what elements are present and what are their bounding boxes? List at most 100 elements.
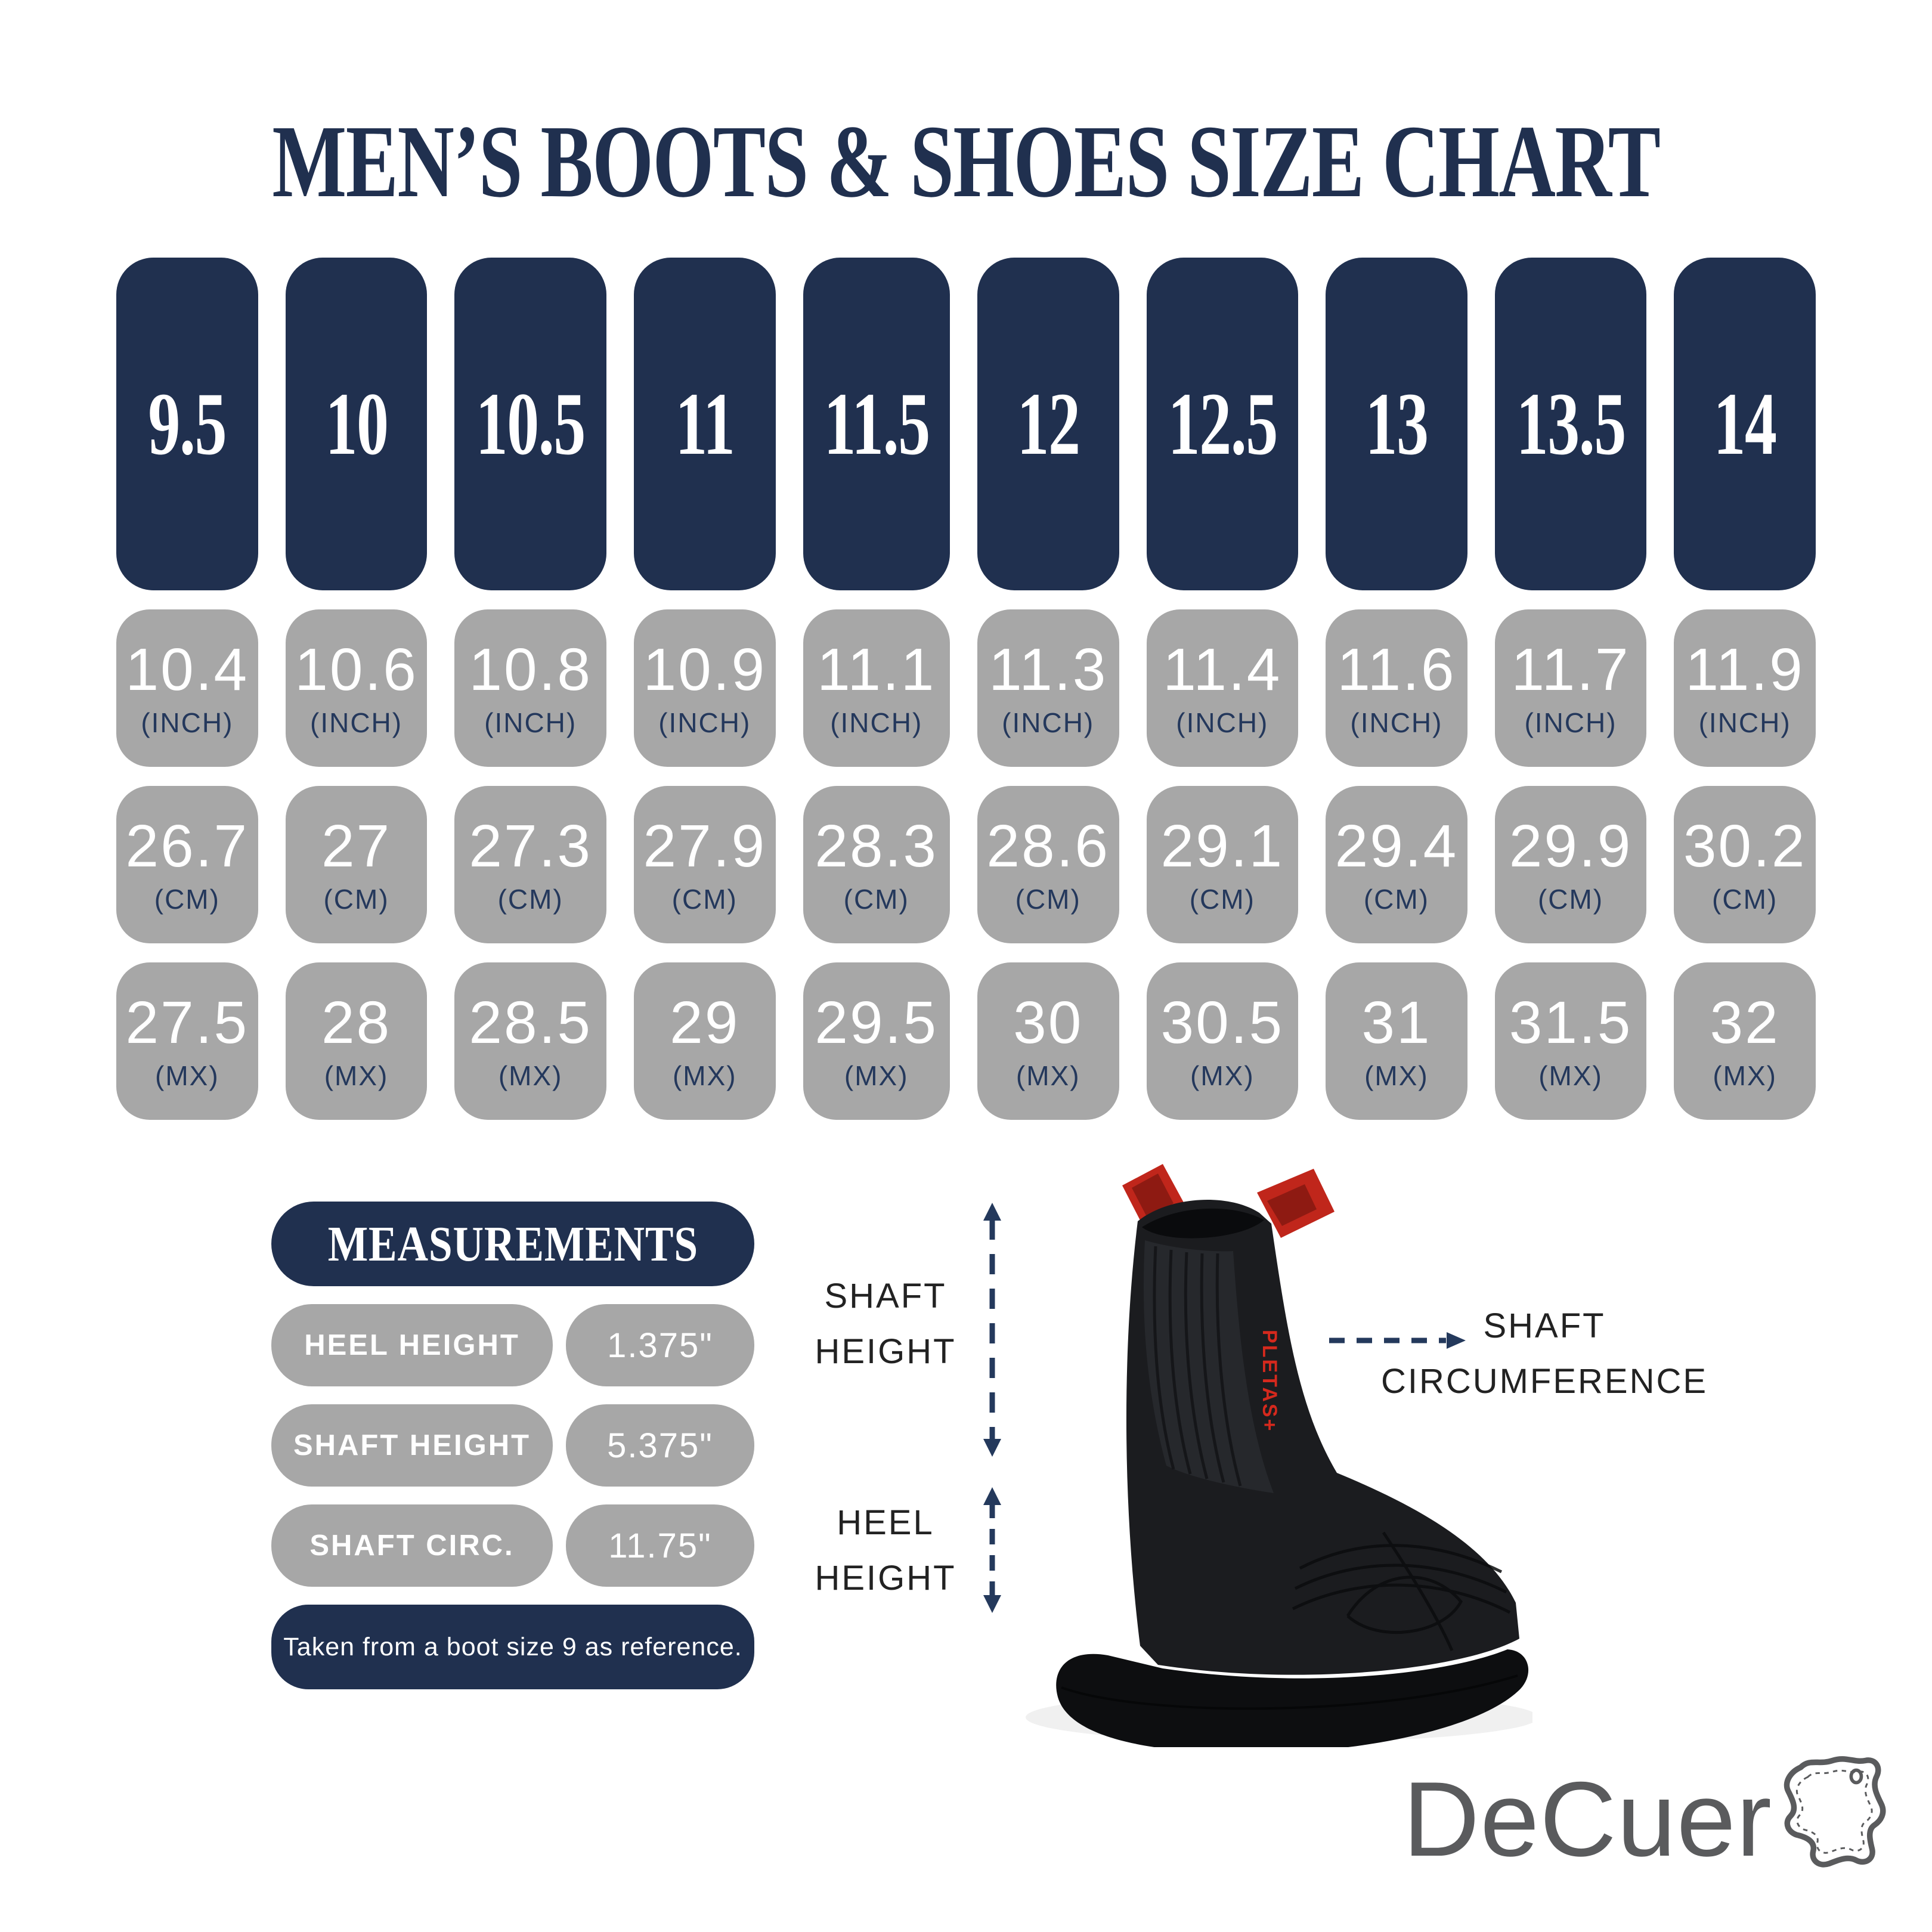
- mx-value: 29.5: [815, 989, 939, 1056]
- shaft-circumference-arrow: [1329, 1332, 1466, 1349]
- toe-stitching: [1292, 1531, 1511, 1651]
- measurements-note: Taken from a boot size 9 as reference.: [271, 1605, 754, 1689]
- cm-unit-label: (CM): [671, 884, 738, 915]
- shaft-height-label: SHAFT HEIGHT: [815, 1277, 956, 1371]
- measurements-rows: HEEL HEIGHT 1.375" SHAFT HEIGHT 5.375" S…: [271, 1304, 754, 1587]
- inch-unit-label: (INCH): [1176, 707, 1269, 738]
- cm-value: 28.3: [815, 813, 939, 880]
- cm-cell: 27 (CM): [285, 786, 428, 943]
- mx-cell: 30.5 (MX): [1146, 962, 1299, 1120]
- cm-cell: 29.9 (CM): [1494, 786, 1647, 943]
- measurement-label: SHAFT HEIGHT: [271, 1404, 553, 1487]
- inch-unit-label: (INCH): [658, 707, 751, 738]
- measurement-row: HEEL HEIGHT 1.375": [271, 1304, 754, 1386]
- size-cell: 11.5: [803, 258, 950, 590]
- inch-unit-label: (INCH): [310, 707, 403, 738]
- inch-unit-label: (INCH): [1698, 707, 1791, 738]
- mx-value: 31: [1361, 989, 1432, 1056]
- cm-unit-label: (CM): [1015, 884, 1081, 915]
- cm-unit-label: (CM): [154, 884, 220, 915]
- size-value: 13.5: [1516, 374, 1626, 473]
- mx-value: 29: [670, 989, 740, 1056]
- measurement-label: SHAFT CIRC.: [271, 1504, 553, 1587]
- heel-height-label: HEEL HEIGHT: [815, 1503, 956, 1597]
- size-value: 10.5: [476, 374, 586, 473]
- size-value: 14: [1713, 374, 1778, 473]
- mx-unit-label: (MX): [1713, 1060, 1777, 1091]
- cm-unit-label: (CM): [1363, 884, 1430, 915]
- shaft-circumference-label: SHAFT CIRCUMFERENCE: [1380, 1306, 1708, 1401]
- inch-cell: 11.4 (INCH): [1146, 609, 1299, 767]
- inch-unit-label: (INCH): [141, 707, 234, 738]
- inch-cell: 11.1 (INCH): [803, 609, 950, 767]
- cm-unit-label: (CM): [1537, 884, 1604, 915]
- page-title-text: MEN’S BOOTS & SHOES SIZE CHART: [272, 104, 1661, 219]
- mx-unit-label: (MX): [672, 1060, 737, 1091]
- inch-cell: 11.9 (INCH): [1674, 609, 1816, 767]
- measurements-header-text: MEASUREMENTS: [327, 1216, 698, 1272]
- cm-cell: 28.6 (CM): [977, 786, 1119, 943]
- measurement-row: SHAFT CIRC. 11.75": [271, 1504, 754, 1587]
- size-cell: 13: [1326, 258, 1467, 590]
- mx-unit-label: (MX): [1190, 1060, 1255, 1091]
- cm-unit-label: (CM): [843, 884, 909, 915]
- mx-cell: 30 (MX): [977, 962, 1119, 1120]
- inch-value: 11.6: [1337, 636, 1456, 703]
- inch-value: 11.9: [1685, 636, 1804, 703]
- cm-value: 27.9: [643, 813, 767, 880]
- size-cell: 12: [977, 258, 1119, 590]
- inch-value: 11.4: [1163, 636, 1282, 703]
- cm-unit-label: (CM): [323, 884, 389, 915]
- page-title: MEN’S BOOTS & SHOES SIZE CHART: [0, 100, 1932, 221]
- cm-value: 29.9: [1509, 813, 1633, 880]
- size-cell: 10.5: [454, 258, 606, 590]
- elastic-ribs: [1153, 1246, 1242, 1487]
- mx-cell: 27.5 (MX): [116, 962, 258, 1120]
- cm-cell: 28.3 (CM): [803, 786, 950, 943]
- cm-cell: 29.1 (CM): [1146, 786, 1299, 943]
- inch-cell: 11.7 (INCH): [1494, 609, 1647, 767]
- inch-value: 10.9: [643, 636, 767, 703]
- mx-cell: 28.5 (MX): [454, 962, 606, 1120]
- cm-cell: 27.9 (CM): [633, 786, 776, 943]
- inch-cell: 11.3 (INCH): [977, 609, 1119, 767]
- brand-logo-text: DeCuer: [1402, 1760, 1772, 1878]
- cm-value: 29.1: [1160, 813, 1284, 880]
- inch-unit-label: (INCH): [484, 707, 577, 738]
- leather-hide-icon: [1784, 1756, 1886, 1868]
- cm-value: 27.3: [469, 813, 592, 880]
- inch-cell: 10.9 (INCH): [633, 609, 776, 767]
- heel-height-arrow: [983, 1487, 1001, 1613]
- inch-value: 11.3: [989, 636, 1108, 703]
- inch-value: 11.7: [1511, 636, 1630, 703]
- boot-figure: PLETAS+ SHAFT HEIGHT HEEL HEIGHT: [805, 1151, 1854, 1795]
- inch-unit-label: (INCH): [1350, 707, 1443, 738]
- mx-value: 27.5: [125, 989, 249, 1056]
- inch-cell: 10.4 (INCH): [116, 609, 258, 767]
- mx-unit-label: (MX): [498, 1060, 563, 1091]
- brand-logo: DeCuer: [1402, 1756, 1889, 1878]
- measurements-panel: MEASUREMENTS HEEL HEIGHT 1.375" SHAFT HE…: [271, 1202, 754, 1689]
- boot-sole: [1056, 1649, 1529, 1747]
- size-value: 11: [675, 374, 735, 473]
- cm-value: 29.4: [1335, 813, 1459, 880]
- size-cell: 14: [1674, 258, 1816, 590]
- inch-value: 10.4: [125, 636, 249, 703]
- mx-value: 30.5: [1160, 989, 1284, 1056]
- size-cell: 12.5: [1146, 258, 1299, 590]
- size-value: 11.5: [823, 374, 930, 473]
- boot-photo: PLETAS+: [1026, 1164, 1532, 1747]
- size-value: 12.5: [1168, 374, 1278, 473]
- mx-cell: 29 (MX): [633, 962, 776, 1120]
- measurement-row: SHAFT HEIGHT 5.375": [271, 1404, 754, 1487]
- size-cell: 11: [633, 258, 776, 590]
- mx-cell: 32 (MX): [1674, 962, 1816, 1120]
- mx-cell: 29.5 (MX): [803, 962, 950, 1120]
- cm-cell: 26.7 (CM): [116, 786, 258, 943]
- cm-unit-label: (CM): [1189, 884, 1255, 915]
- cm-unit-label: (CM): [497, 884, 564, 915]
- size-value: 13: [1365, 374, 1429, 473]
- cm-cell: 30.2 (CM): [1674, 786, 1816, 943]
- cm-cell: 27.3 (CM): [454, 786, 606, 943]
- mx-unit-label: (MX): [844, 1060, 909, 1091]
